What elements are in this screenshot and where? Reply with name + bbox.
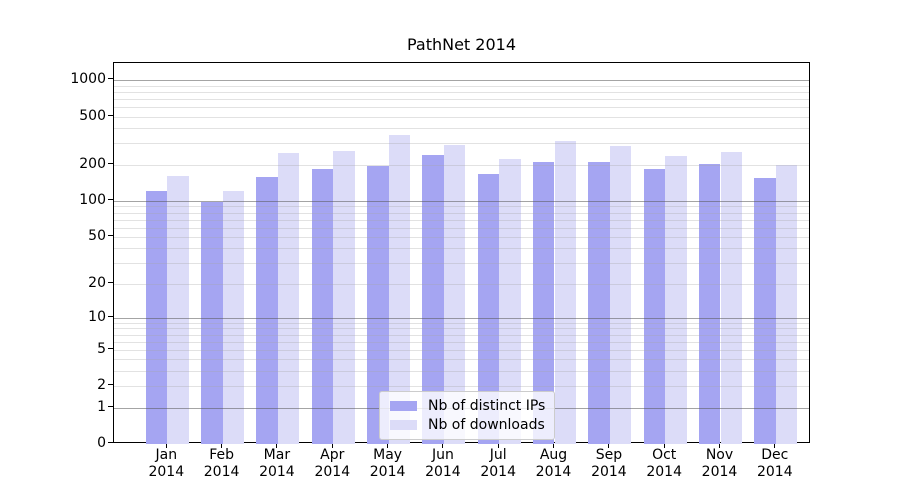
- x-tick-year: 2014: [314, 464, 351, 480]
- bar-downloads-sep: [609, 145, 632, 444]
- bar-downloads-jun: [443, 145, 466, 444]
- bar-downloads-jan: [167, 176, 189, 444]
- bar-downloads-apr: [333, 150, 355, 444]
- bar-distinct-ips-may: [367, 165, 389, 444]
- x-tick-month: Nov: [705, 447, 734, 463]
- x-tick-month: Sep: [595, 447, 623, 463]
- bar-distinct-ips-apr: [311, 169, 334, 444]
- x-tick-month: Jan: [155, 447, 178, 463]
- y-tick-label-0: 0: [97, 435, 106, 451]
- bar-distinct-ips-jan: [145, 191, 168, 444]
- x-tick-label-apr: Apr 2014: [302, 447, 362, 481]
- x-tick-year: 2014: [369, 464, 406, 480]
- y-tick-label-5: 5: [97, 340, 106, 357]
- y-tick-mark-5: [108, 347, 113, 349]
- x-tick-month: May: [373, 447, 403, 463]
- y-tick-label-1000: 1000: [70, 71, 106, 88]
- plot-area: Nb of distinct IPs Nb of downloads: [113, 62, 810, 444]
- x-tick-label-sep: Sep 2014: [579, 447, 639, 481]
- x-tick-year: 2014: [425, 464, 461, 480]
- bar-downloads-mar: [277, 153, 300, 444]
- bar-distinct-ips-oct: [643, 169, 666, 444]
- bar-distinct-ips-jul: [477, 173, 500, 444]
- legend-label-distinct-ips: Nb of distinct IPs: [428, 398, 546, 414]
- bar-distinct-ips-nov: [698, 164, 721, 444]
- bar-distinct-ips-mar: [256, 176, 278, 444]
- bar-downloads-nov: [720, 151, 743, 444]
- x-tick-label-oct: Oct 2014: [634, 447, 694, 481]
- legend-swatch-downloads-icon: [390, 420, 417, 430]
- y-tick-mark-1: [108, 405, 113, 407]
- y-tick-mark-200: [108, 163, 113, 164]
- x-tick-month: Feb: [209, 447, 234, 463]
- y-tick-label-100: 100: [79, 191, 106, 208]
- x-tick-year: 2014: [701, 464, 738, 480]
- bar-downloads-oct: [665, 155, 687, 444]
- bar-downloads-may: [388, 134, 411, 444]
- y-tick-mark-10: [108, 316, 113, 317]
- x-tick-month: Mar: [263, 447, 291, 463]
- x-tick-label-aug: Aug 2014: [524, 447, 584, 481]
- x-tick-month: Jun: [431, 447, 454, 463]
- x-tick-month: Oct: [652, 447, 677, 463]
- y-tick-mark-2: [108, 384, 113, 386]
- y-tick-label-1: 1: [97, 398, 106, 415]
- x-tick-label-jun: Jun 2014: [413, 447, 473, 481]
- bars-layer: [114, 63, 809, 444]
- x-tick-label-feb: Feb 2014: [192, 447, 252, 481]
- legend-item-downloads: Nb of downloads: [390, 416, 545, 434]
- bar-distinct-ips-sep: [588, 162, 610, 444]
- x-tick-year: 2014: [591, 464, 627, 480]
- x-tick-year: 2014: [148, 464, 185, 480]
- y-tick-label-20: 20: [88, 274, 106, 291]
- y-tick-mark-500: [108, 114, 113, 116]
- bar-distinct-ips-dec: [754, 177, 776, 444]
- y-tick-label-2: 2: [97, 377, 106, 394]
- x-tick-year: 2014: [535, 464, 572, 480]
- bar-downloads-dec: [775, 164, 798, 444]
- bar-downloads-jul: [499, 159, 521, 444]
- y-tick-mark-50: [108, 235, 113, 237]
- x-tick-month: Apr: [320, 447, 345, 463]
- legend-swatch-distinct-ips-icon: [390, 401, 417, 411]
- x-tick-label-may: May 2014: [358, 447, 418, 481]
- x-tick-year: 2014: [259, 464, 295, 480]
- y-tick-mark-100: [108, 199, 113, 201]
- y-tick-label-50: 50: [88, 227, 106, 244]
- x-tick-month: Jul: [489, 447, 507, 463]
- y-tick-label-200: 200: [79, 155, 106, 172]
- bar-downloads-aug: [554, 140, 577, 444]
- x-tick-month: Dec: [761, 447, 789, 463]
- y-tick-mark-0: [108, 442, 113, 444]
- y-tick-label-10: 10: [88, 308, 106, 325]
- bar-distinct-ips-jun: [422, 155, 444, 444]
- x-tick-label-jan: Jan 2014: [136, 447, 196, 481]
- legend-label-downloads: Nb of downloads: [428, 417, 545, 433]
- x-tick-label-dec: Dec 2014: [745, 447, 805, 481]
- legend: Nb of distinct IPs Nb of downloads: [379, 391, 556, 440]
- legend-item-distinct-ips: Nb of distinct IPs: [390, 397, 545, 415]
- x-tick-year: 2014: [756, 464, 793, 480]
- x-tick-month: Aug: [539, 447, 568, 463]
- bar-distinct-ips-aug: [532, 161, 555, 444]
- y-tick-label-500: 500: [79, 107, 106, 124]
- y-tick-mark-1000: [108, 78, 113, 80]
- chart-title: PathNet 2014: [406, 35, 517, 54]
- bar-downloads-feb: [222, 191, 245, 444]
- x-tick-year: 2014: [480, 464, 516, 480]
- x-tick-label-nov: Nov 2014: [690, 447, 750, 481]
- x-tick-year: 2014: [646, 464, 682, 480]
- x-tick-label-mar: Mar 2014: [247, 447, 307, 481]
- x-tick-year: 2014: [203, 464, 240, 480]
- y-tick-mark-20: [108, 282, 113, 283]
- x-tick-label-jul: Jul 2014: [468, 447, 528, 481]
- bar-distinct-ips-feb: [201, 202, 223, 444]
